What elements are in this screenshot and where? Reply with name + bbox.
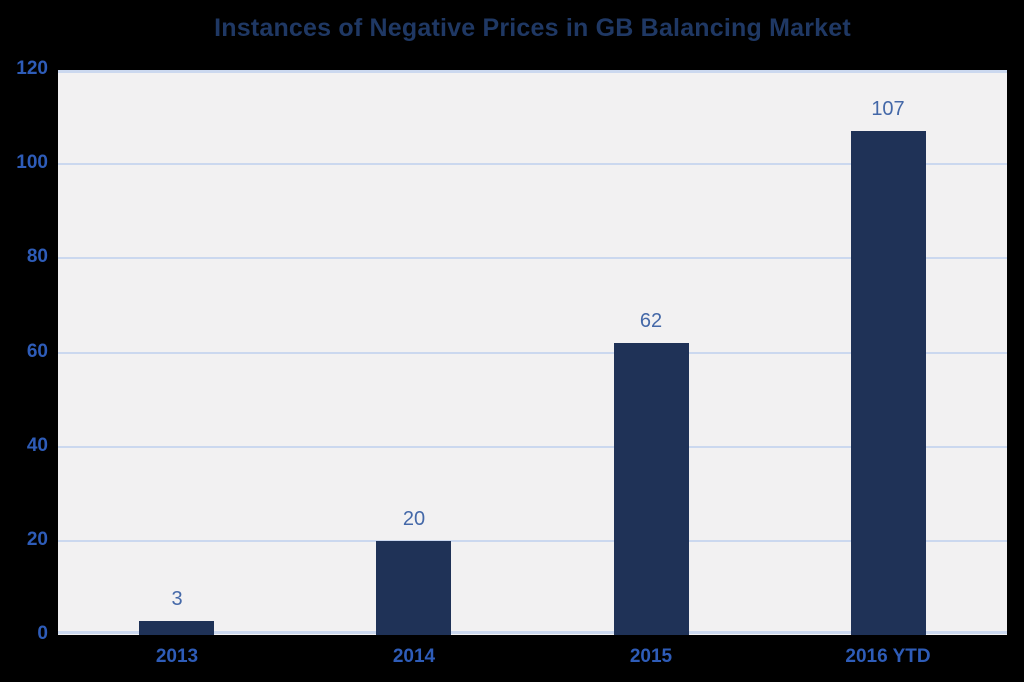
y-axis-tick-label: 60	[26, 340, 48, 362]
chart-title: Instances of Negative Prices in GB Balan…	[214, 14, 851, 42]
x-axis-tick-label: 2013	[155, 646, 199, 667]
x-axis-tick-label: 2014	[392, 646, 436, 667]
plot-area	[58, 70, 1007, 635]
bar-2013	[139, 621, 214, 635]
gridline-y-20	[58, 540, 1007, 542]
y-axis-tick-label: 120	[16, 58, 48, 79]
gridline-y-40	[58, 446, 1007, 448]
y-axis-tick-label: 80	[26, 246, 48, 268]
bar-value-label: 107	[871, 98, 905, 120]
bar-value-label: 62	[639, 310, 663, 332]
y-axis-tick-label: 100	[16, 152, 48, 174]
x-axis-tick-label: 2015	[629, 646, 673, 667]
bar-2016-ytd	[851, 131, 926, 635]
gridline-y-80	[58, 257, 1007, 259]
gridline-y-100	[58, 163, 1007, 165]
x-axis-tick-label: 2016 YTD	[845, 646, 931, 667]
bar-2014	[376, 541, 451, 635]
y-axis-tick-label: 0	[37, 623, 48, 644]
gridline-y-60	[58, 352, 1007, 354]
gridline-y-120	[58, 70, 1007, 73]
bar-value-label: 20	[402, 508, 426, 530]
bar-value-label: 3	[171, 588, 183, 610]
gridline-y-0	[58, 631, 1007, 634]
y-axis-tick-label: 40	[26, 434, 48, 456]
y-axis-tick-label: 20	[26, 528, 48, 550]
bar-2015	[614, 343, 689, 635]
